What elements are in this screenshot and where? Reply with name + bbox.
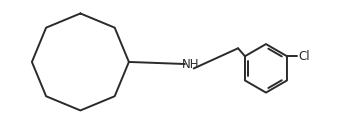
Text: NH: NH [182, 58, 199, 71]
Text: Cl: Cl [299, 50, 311, 63]
